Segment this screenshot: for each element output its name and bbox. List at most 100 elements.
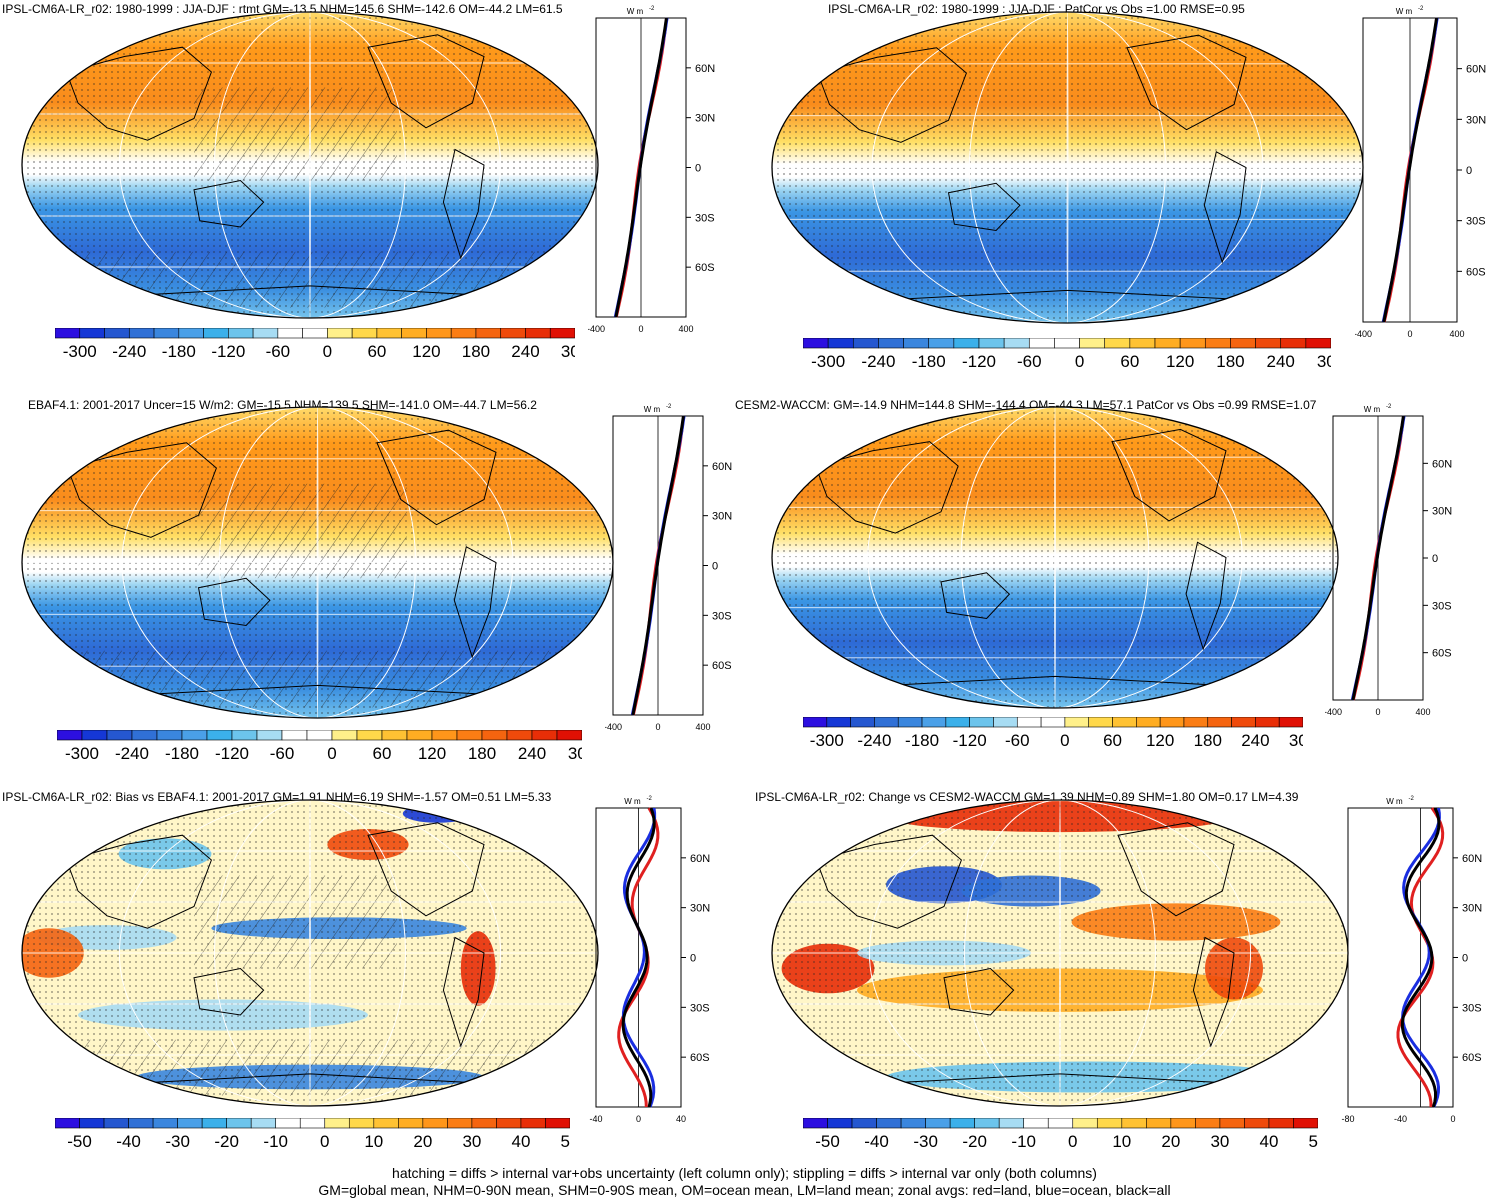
panel-title: CESM2-WACCM: GM=-14.9 NHM=144.8 SHM=-144…	[735, 398, 1317, 412]
colorbar-swatch	[1121, 1118, 1147, 1129]
zonal-units-exponent: -2	[649, 6, 655, 12]
colorbar-swatch	[545, 1118, 570, 1129]
colorbar-tick-label: -300	[65, 744, 99, 763]
colorbar-tick-label: 20	[413, 1132, 432, 1151]
colorbar-swatch	[852, 338, 879, 349]
colorbar-swatch	[306, 730, 333, 741]
colorbar-tick-label: -120	[215, 744, 249, 763]
colorbar-tick-label: 0	[327, 744, 336, 763]
lat-tick-label: 30S	[695, 212, 715, 224]
colorbar-swatch	[324, 1118, 350, 1129]
lat-tick-label: 30N	[690, 903, 710, 915]
colorbar-swatch	[851, 1118, 877, 1129]
colorbar-swatch	[1047, 1118, 1074, 1129]
colorbar-swatch	[903, 338, 930, 349]
colorbar-swatch	[471, 1118, 497, 1129]
colorbar-swatch	[351, 328, 378, 339]
zonal-x-tick-label: 0	[638, 324, 643, 334]
colorbar-swatch	[500, 328, 526, 339]
colorbar-swatch	[496, 1118, 522, 1129]
colorbar-swatch	[206, 730, 233, 741]
colorbar-tick-label: -120	[211, 342, 245, 361]
zonal-curve	[614, 17, 668, 318]
colorbar-tick-label: 60	[1103, 731, 1122, 750]
caption-line-1: hatching = diffs > internal var+obs unce…	[392, 1165, 1097, 1181]
robinson-map	[771, 799, 1349, 1107]
colorbar-swatch	[1096, 1118, 1123, 1129]
lat-tick-label: 60N	[695, 63, 715, 75]
lat-tick-label: 60N	[712, 461, 732, 473]
colorbar-swatch	[921, 717, 947, 728]
colorbar-tick-label: 180	[1194, 731, 1222, 750]
colorbar-swatch	[131, 730, 158, 741]
lat-tick-label: 60N	[1462, 853, 1482, 865]
colorbar-swatch	[827, 338, 854, 349]
colorbar-swatch	[1104, 338, 1131, 349]
zonal-units-exponent: -2	[1409, 796, 1415, 802]
colorbar-swatch	[203, 328, 229, 339]
colorbar-swatch	[1195, 1118, 1221, 1129]
colorbar-tick-label: -60	[1005, 731, 1030, 750]
zonal-mean-plot: W m -2 60N 30N 0 30S 60S -80 -40 0	[1341, 796, 1482, 1124]
zonal-x-tick-label: 0	[1375, 707, 1380, 717]
colorbar-swatch	[1112, 717, 1137, 728]
zonal-x-tick-label: 400	[1449, 329, 1464, 339]
zonal-x-tick-label: 0	[636, 1114, 641, 1124]
colorbar-swatch	[281, 730, 308, 741]
lat-tick-label: 30S	[1466, 216, 1486, 228]
zonal-units-label: W m	[644, 405, 661, 414]
colorbar-tick-label: 10	[1112, 1132, 1131, 1151]
colorbar-swatch	[55, 1118, 80, 1129]
zonal-units-label: W m	[1364, 405, 1381, 414]
colorbar-tick-label: 40	[511, 1132, 530, 1151]
colorbar-swatch	[178, 328, 204, 339]
colorbar-tick-label: -50	[815, 1132, 840, 1151]
colorbar-swatch	[398, 1118, 424, 1129]
colorbar-swatch	[1244, 1118, 1270, 1129]
colorbar-tick-label: 60	[1120, 352, 1139, 371]
colorbar-swatch	[181, 730, 208, 741]
colorbar-swatch	[447, 1118, 473, 1129]
colorbar-swatch	[945, 717, 970, 728]
colorbar-tick-label: 30	[1210, 1132, 1229, 1151]
colorbar-swatch	[1003, 338, 1030, 349]
colorbar-tick-label: -240	[857, 731, 891, 750]
colorbar-swatch	[1255, 717, 1280, 728]
colorbar-swatch	[531, 730, 558, 741]
colorbar-swatch	[302, 328, 328, 339]
colorbar-swatch	[1146, 1118, 1172, 1129]
colorbar-swatch	[969, 717, 994, 728]
zonal-units-exponent: -2	[666, 404, 672, 410]
panel-title: IPSL-CM6A-LR_r02: 1980-1999 : JJA-DJF : …	[2, 2, 563, 16]
colorbar-swatch	[949, 1118, 975, 1129]
colorbar-swatch	[1231, 717, 1256, 728]
lat-tick-label: 60S	[1462, 1052, 1482, 1064]
zonal-x-tick-label: 400	[695, 722, 710, 732]
colorbar-tick-label: 120	[418, 744, 446, 763]
colorbar-swatch	[1016, 717, 1042, 728]
colorbar-swatch	[1054, 338, 1080, 349]
colorbar-tick-label: 240	[518, 744, 546, 763]
colorbar-tick-label: 240	[511, 342, 539, 361]
colorbar-swatch	[549, 328, 575, 339]
colorbar-swatch	[81, 730, 108, 741]
colorbar-swatch	[128, 1118, 154, 1129]
colorbar-tick-label: 40	[1259, 1132, 1278, 1151]
colorbar-swatch	[1088, 717, 1113, 728]
lat-tick-label: 60N	[1466, 64, 1486, 76]
colorbar-tick-label: 300	[561, 342, 575, 361]
robinson-map	[21, 799, 599, 1107]
lat-tick-label: 60S	[1432, 648, 1452, 660]
robinson-map	[21, 11, 599, 319]
colorbar-swatch	[1023, 1118, 1049, 1129]
colorbar-tick-label: 120	[412, 342, 440, 361]
colorbar-swatch	[406, 730, 433, 741]
colorbar-tick-label: -180	[912, 352, 946, 371]
colorbar-swatch	[925, 1118, 951, 1129]
colorbar-swatch	[897, 717, 923, 728]
colorbar-tick-label: -240	[861, 352, 895, 371]
robinson-map	[21, 406, 614, 719]
panel-title: EBAF4.1: 2001-2017 Uncer=15 W/m2: GM=-15…	[28, 398, 537, 412]
colorbar-swatch	[475, 328, 502, 339]
lat-tick-label: 0	[1462, 953, 1468, 965]
